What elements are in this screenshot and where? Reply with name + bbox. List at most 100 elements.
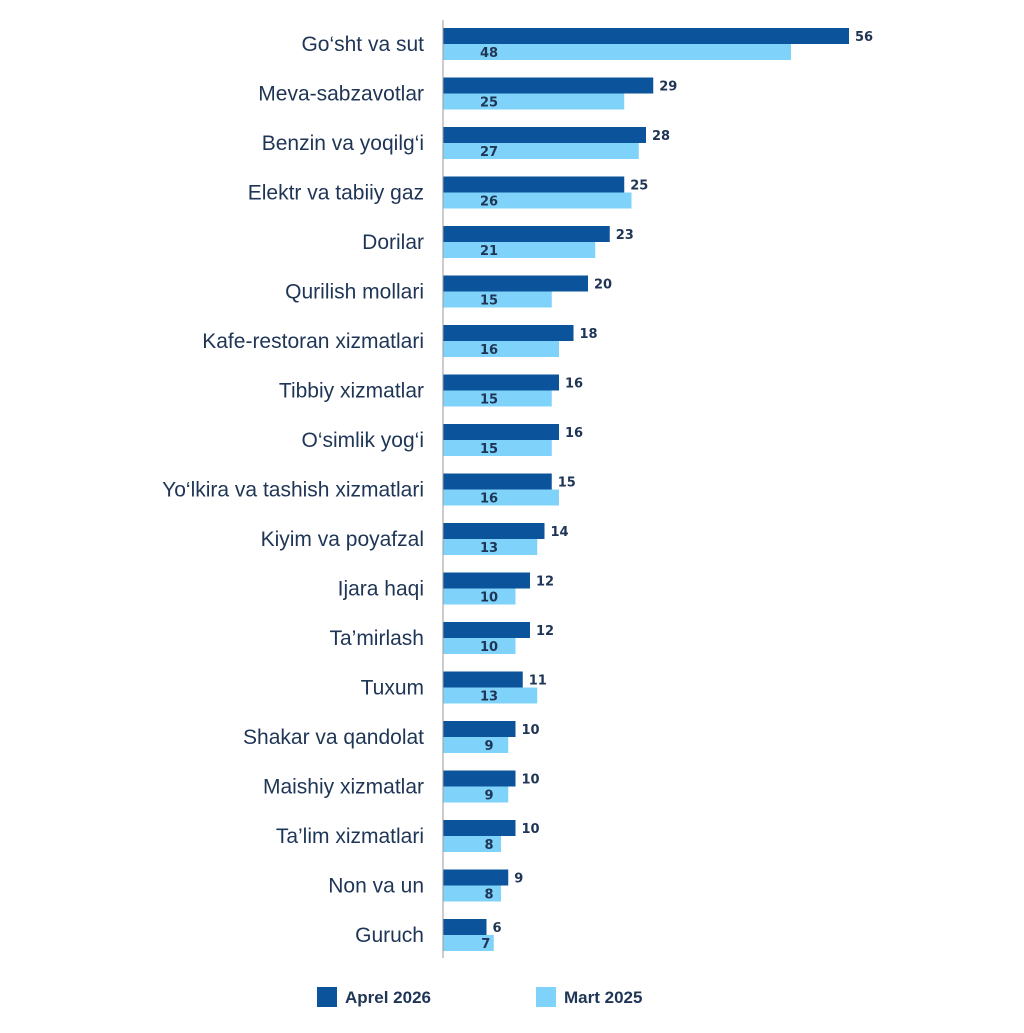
data-label-mart-2025: 13 — [480, 541, 498, 556]
category-label: Kafe-restoran xizmatlari — [202, 330, 424, 353]
bar-mart-2025 — [443, 341, 559, 357]
data-label-mart-2025: 15 — [480, 294, 498, 309]
category-label: Elektr va tabiiy gaz — [248, 182, 424, 205]
bar-aprel-2026 — [443, 127, 646, 143]
legend-swatch — [317, 987, 337, 1007]
category-group: O‘simlik yog‘i 16 15 — [301, 424, 583, 457]
category-group: Go‘sht va sut 56 48 — [301, 28, 873, 61]
category-label: Yo‘lkira va tashish xizmatlari — [162, 479, 424, 502]
bar-aprel-2026 — [443, 919, 487, 935]
category-label: Tibbiy xizmatlar — [279, 380, 424, 403]
legend: Aprel 2026 Mart 2025 — [317, 987, 642, 1007]
bar-mart-2025 — [443, 935, 494, 951]
category-label: Maishiy xizmatlar — [263, 776, 424, 799]
data-label-mart-2025: 27 — [480, 145, 498, 160]
category-group: Meva-sabzavotlar 29 25 — [258, 77, 677, 111]
data-label-mart-2025: 16 — [480, 343, 498, 358]
data-label-mart-2025: 26 — [480, 195, 498, 210]
bar-aprel-2026 — [443, 820, 516, 836]
data-label-mart-2025: 16 — [480, 492, 498, 507]
legend-swatch — [536, 987, 556, 1007]
bar-mart-2025 — [443, 638, 516, 654]
data-label-mart-2025: 9 — [484, 739, 493, 754]
bar-mart-2025 — [443, 390, 552, 407]
legend-label: Mart 2025 — [564, 988, 642, 1007]
category-label: Ijara haqi — [338, 578, 424, 601]
data-label-aprel-2026: 10 — [522, 822, 540, 837]
bar-mart-2025 — [443, 242, 596, 258]
data-label-aprel-2026: 12 — [536, 575, 554, 590]
category-group: Yo‘lkira va tashish xizmatlari 15 16 — [162, 473, 576, 507]
legend-item: Mart 2025 — [536, 987, 642, 1007]
category-group: Kiyim va poyafzal 14 13 — [261, 523, 569, 556]
category-label: Ta’lim xizmatlari — [276, 825, 424, 848]
bar-aprel-2026 — [443, 770, 516, 787]
bar-aprel-2026 — [443, 325, 574, 341]
data-label-aprel-2026: 10 — [522, 773, 540, 788]
data-label-mart-2025: 8 — [484, 838, 493, 853]
data-label-aprel-2026: 23 — [616, 228, 634, 243]
data-label-mart-2025: 13 — [480, 690, 498, 705]
data-label-mart-2025: 15 — [480, 442, 498, 457]
category-label: Guruch — [355, 924, 424, 947]
data-label-mart-2025: 8 — [484, 888, 493, 903]
bar-aprel-2026 — [443, 473, 552, 490]
data-label-aprel-2026: 15 — [558, 476, 576, 491]
bar-aprel-2026 — [443, 622, 530, 638]
bar-mart-2025 — [443, 143, 639, 159]
bar-mart-2025 — [443, 93, 625, 110]
bar-mart-2025 — [443, 44, 791, 60]
bar-aprel-2026 — [443, 28, 849, 44]
data-label-aprel-2026: 28 — [652, 129, 670, 144]
legend-item: Aprel 2026 — [317, 987, 431, 1007]
bar-aprel-2026 — [443, 869, 509, 886]
data-label-aprel-2026: 16 — [565, 426, 583, 441]
bar-mart-2025 — [443, 737, 509, 753]
category-label: Meva-sabzavotlar — [258, 83, 424, 106]
bar-mart-2025 — [443, 192, 632, 209]
data-label-mart-2025: 25 — [480, 96, 498, 111]
bar-aprel-2026 — [443, 424, 559, 440]
category-group: Dorilar 23 21 — [362, 226, 634, 259]
bar-mart-2025 — [443, 588, 516, 605]
category-group: Ijara haqi 12 10 — [338, 572, 554, 606]
bar-mart-2025 — [443, 885, 501, 902]
category-label: Go‘sht va sut — [301, 33, 424, 56]
category-label: Non va un — [328, 875, 424, 898]
bar-aprel-2026 — [443, 77, 654, 94]
data-label-aprel-2026: 12 — [536, 624, 554, 639]
category-group: Qurilish mollari 20 15 — [285, 275, 612, 309]
data-label-mart-2025: 10 — [480, 640, 498, 655]
data-label-mart-2025: 21 — [480, 244, 498, 259]
category-label: Ta’mirlash — [329, 627, 424, 650]
data-label-aprel-2026: 29 — [659, 80, 677, 95]
data-label-mart-2025: 10 — [480, 591, 498, 606]
category-group: Guruch 67 — [355, 919, 502, 952]
category-group: Benzin va yoqilg‘i 28 27 — [262, 127, 670, 160]
data-label-aprel-2026: 14 — [551, 525, 569, 540]
category-group: Maishiy xizmatlar 10 9 — [263, 770, 540, 804]
category-group: Tuxum 11 13 — [361, 671, 547, 705]
data-label-mart-2025: 9 — [484, 789, 493, 804]
data-label-mart-2025: 15 — [480, 393, 498, 408]
category-label: Benzin va yoqilg‘i — [262, 132, 424, 155]
category-group: Shakar va qandolat 10 9 — [243, 721, 540, 754]
data-label-aprel-2026: 18 — [580, 327, 598, 342]
bar-aprel-2026 — [443, 176, 625, 193]
category-group: Elektr va tabiiy gaz 25 26 — [248, 176, 648, 210]
bar-mart-2025 — [443, 489, 559, 506]
legend-label: Aprel 2026 — [345, 988, 431, 1007]
bar-aprel-2026 — [443, 374, 559, 391]
bar-mart-2025 — [443, 291, 552, 308]
bar-aprel-2026 — [443, 572, 530, 589]
bar-mart-2025 — [443, 440, 552, 456]
data-label-aprel-2026: 9 — [514, 872, 523, 887]
data-label-aprel-2026: 20 — [594, 278, 612, 293]
data-label-aprel-2026: 16 — [565, 377, 583, 392]
bar-aprel-2026 — [443, 226, 610, 242]
bar-aprel-2026 — [443, 523, 545, 539]
bar-aprel-2026 — [443, 275, 588, 292]
category-label: O‘simlik yog‘i — [301, 429, 424, 452]
category-label: Kiyim va poyafzal — [261, 528, 424, 551]
